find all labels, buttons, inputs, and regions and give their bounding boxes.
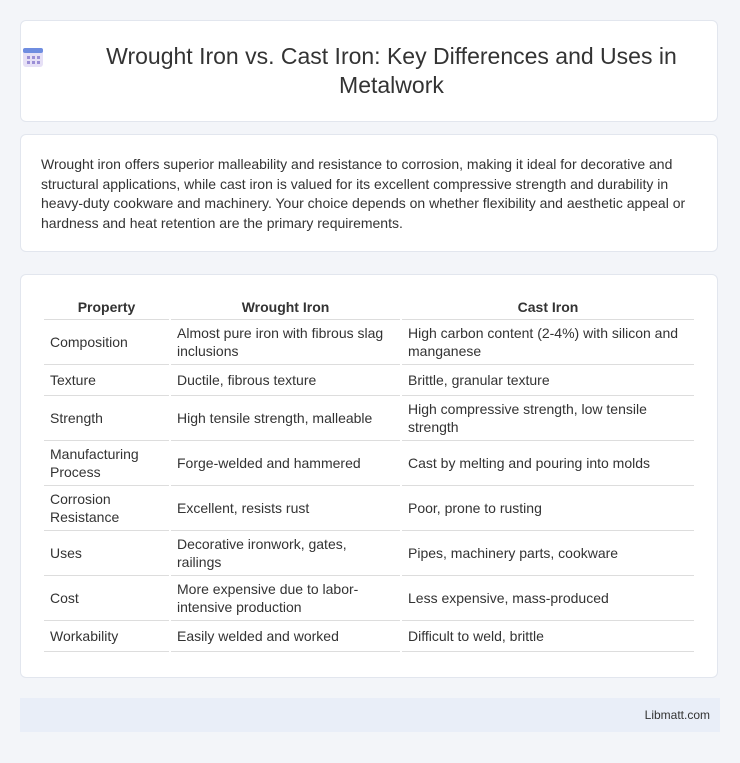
table-cell: Forge-welded and hammered bbox=[171, 441, 400, 486]
table-row: Corrosion Resistance Excellent, resists r… bbox=[44, 486, 694, 531]
table-cell: Uses bbox=[44, 531, 169, 576]
table-cell: Brittle, granular texture bbox=[402, 365, 694, 396]
table-cell: Almost pure iron with fibrous slag inclu… bbox=[171, 320, 400, 365]
table-row: Composition Almost pure iron with fibrous… bbox=[44, 320, 694, 365]
column-header: Wrought Iron bbox=[171, 295, 400, 320]
table-cell: High compressive strength, low tensile s… bbox=[402, 396, 694, 441]
table-cell: Decorative ironwork, gates, railings bbox=[171, 531, 400, 576]
table-cell: Excellent, resists rust bbox=[171, 486, 400, 531]
table-row: Manufacturing Process Forge-welded and ha… bbox=[44, 441, 694, 486]
footer: Libmatt.com bbox=[20, 698, 720, 732]
summary-card: Wrought iron offers superior malleabilit… bbox=[20, 134, 718, 252]
table-card: Property Wrought Iron Cast Iron Composition… bbox=[20, 274, 718, 678]
table-cell: Pipes, machinery parts, cookware bbox=[402, 531, 694, 576]
table-cell: Cast by melting and pouring into molds bbox=[402, 441, 694, 486]
title: Wrought Iron vs. Cast Iron: Key Differen… bbox=[106, 43, 677, 98]
table-cell: Strength bbox=[44, 396, 169, 441]
table-row: Uses Decorative ironwork, gates, railings… bbox=[44, 531, 694, 576]
table-cell: High tensile strength, malleable bbox=[171, 396, 400, 441]
table-cell: Workability bbox=[44, 621, 169, 652]
comparison-table: Property Wrought Iron Cast Iron Composition… bbox=[42, 295, 696, 652]
table-row: Cost More expensive due to labor-intensiv… bbox=[44, 576, 694, 621]
table-cell: Difficult to weld, brittle bbox=[402, 621, 694, 652]
table-cell: Ductile, fibrous texture bbox=[171, 365, 400, 396]
table-cell: Texture bbox=[44, 365, 169, 396]
table-row: Texture Ductile, fibrous texture Brittle, … bbox=[44, 365, 694, 396]
table-row: Strength High tensile strength, malleable… bbox=[44, 396, 694, 441]
table-cell: Less expensive, mass-produced bbox=[402, 576, 694, 621]
table-cell: Poor, prone to rusting bbox=[402, 486, 694, 531]
summary: Wrought iron offers superior malleabilit… bbox=[41, 156, 686, 231]
table-cell: Corrosion Resistance bbox=[44, 486, 169, 531]
table-cell: High carbon content (2-4%) with silicon … bbox=[402, 320, 694, 365]
table-cell: Composition bbox=[44, 320, 169, 365]
calendar-icon bbox=[23, 48, 43, 67]
table-cell: Cost bbox=[44, 576, 169, 621]
column-header: Property bbox=[44, 295, 169, 320]
column-header: Cast Iron bbox=[402, 295, 694, 320]
header-card: Wrought Iron vs. Cast Iron: Key Differen… bbox=[20, 20, 718, 122]
table-cell: More expensive due to labor-intensive pr… bbox=[171, 576, 400, 621]
table-cell: Manufacturing Process bbox=[44, 441, 169, 486]
table-cell: Easily welded and worked bbox=[171, 621, 400, 652]
table-row: Workability Easily welded and worked Diffi… bbox=[44, 621, 694, 652]
